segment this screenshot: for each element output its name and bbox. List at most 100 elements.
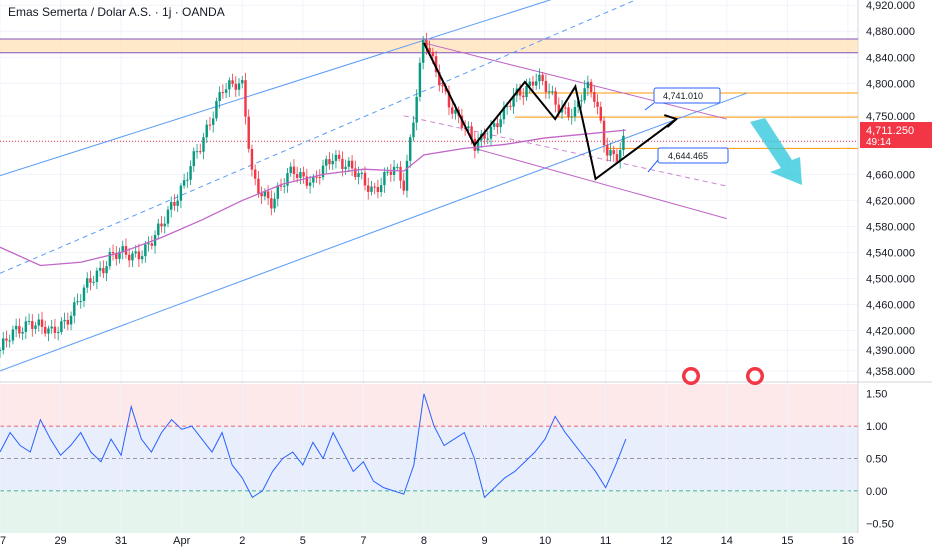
candle-body [363,172,367,186]
candle-body [73,302,76,316]
candle-body [421,40,425,63]
candle-body [2,338,5,351]
candle-body [8,340,11,342]
time-tick-label: 9 [481,535,487,547]
price-axis[interactable]: 4,920.000 4,880.000 4,840.000 4,800.000 4,75… [866,0,915,530]
candle-body [547,91,551,93]
price-tick-label: 4,390.000 [866,345,915,357]
candle-body [218,92,221,102]
candle-body [612,150,615,155]
candle-body [505,105,509,107]
oscillator-overbought-band [0,384,858,427]
candle-body [379,185,383,193]
candle-body [234,83,238,90]
candle-body [69,315,73,325]
time-tick-label: 7 [360,535,366,547]
candle-body [376,187,380,193]
candle-body [250,148,254,170]
candle-body [492,123,496,127]
candle-body [396,166,399,168]
annotation-layer[interactable] [644,102,764,385]
candle-body [344,166,347,170]
candle-body [279,185,283,187]
candle-body [192,151,196,167]
candle-body [134,251,137,254]
candle-body [299,172,302,178]
candle-body [208,124,212,126]
candle-body [357,173,360,178]
candle-body [418,62,422,97]
time-tick-label: 14 [721,535,733,547]
candle-body [295,174,299,178]
price-tick-label: 4,920.000 [866,0,915,12]
candle-body [47,328,50,334]
candle-body [606,145,609,156]
candle-body [85,278,89,288]
candle-body [557,104,561,113]
candle-body [570,116,573,118]
price-tick-label: 4,580.000 [866,221,915,233]
candle-body [593,92,596,102]
candle-body [150,243,154,246]
candle-body [551,91,554,93]
candle-body [454,109,457,114]
target-high-pointer [644,102,655,111]
candle-body [354,168,357,178]
candle-body [37,319,40,326]
candle-body [231,80,234,84]
candle-body [583,88,586,101]
target-high-label: 4,741.010 [663,91,703,101]
candle-body [66,319,70,325]
candle-body [186,179,189,181]
candle-body [402,180,405,191]
candle-body [615,154,619,162]
candle-body [431,52,435,57]
oscillator-series [0,393,627,499]
oscillator-oversold-band [0,490,858,533]
zigzag-drawing[interactable] [423,42,802,185]
candle-body [502,106,506,120]
target-high-box[interactable] [653,87,721,104]
candle-body [538,74,541,82]
countdown-label: 49:14 [866,137,891,148]
candle-body [554,91,557,105]
zigzag-arrowhead [663,114,679,128]
time-axis[interactable]: 27 29 31 Apr 2 5 7 8 9 10 11 12 14 15 16 [0,535,854,547]
candle-body [24,321,28,332]
candle-body [596,101,599,107]
candle-body [189,166,192,180]
descending-channel-mid [403,115,727,187]
candle-body [622,135,625,151]
descending-channel-lower [474,147,727,220]
time-tick-label: 11 [600,535,611,547]
candle-body [247,116,250,149]
candle-body [425,40,428,48]
moving-average-line [0,129,626,267]
candle-body [18,325,21,334]
candle-body [331,160,334,165]
candle-body [302,172,305,177]
candle-body [253,169,257,179]
candle-body [589,81,593,93]
price-pane[interactable] [0,0,858,380]
candle-body [496,123,499,128]
target-low-box[interactable] [657,147,729,164]
oscillator-bands [0,384,858,533]
time-tick-label: 29 [54,535,66,547]
time-tick-label: 5 [300,535,306,547]
time-tick-label: 2 [239,535,245,547]
candle-body [111,252,115,254]
candle-body [328,159,331,165]
candle-body [228,80,231,90]
candle-body [360,172,363,174]
candle-body [79,300,82,302]
candle-body [528,81,531,87]
candle-body [544,81,548,93]
candle-body [176,200,179,206]
economic-event-icon-inner [749,370,761,382]
price-tick-label: 4,460.000 [866,300,915,312]
candle-body [525,86,528,98]
channel-mid-line [0,0,637,274]
candle-body [34,325,37,329]
